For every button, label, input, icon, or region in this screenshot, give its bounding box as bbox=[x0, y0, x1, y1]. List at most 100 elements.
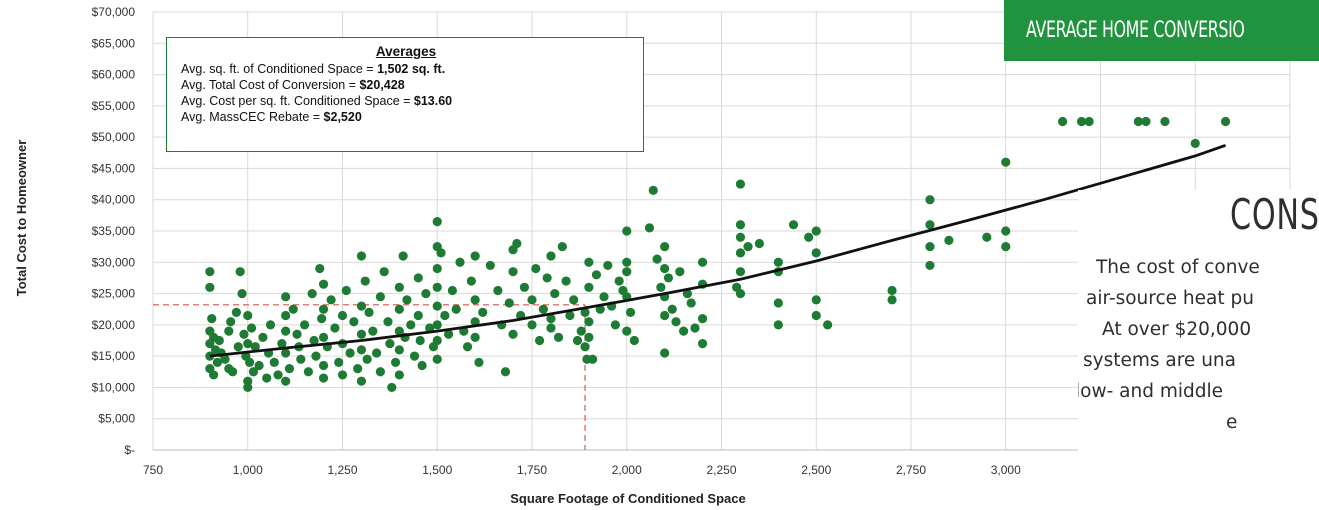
data-point bbox=[231, 307, 241, 317]
data-point bbox=[584, 282, 594, 292]
data-points bbox=[205, 116, 1231, 393]
x-tick-label: 2,000 bbox=[612, 463, 642, 477]
data-point bbox=[811, 295, 821, 305]
data-point bbox=[508, 267, 518, 277]
data-point bbox=[455, 257, 465, 267]
data-point bbox=[500, 367, 511, 377]
data-point bbox=[356, 376, 367, 386]
data-point bbox=[527, 320, 537, 330]
data-point bbox=[925, 260, 935, 271]
data-point bbox=[686, 298, 696, 308]
data-point bbox=[281, 310, 291, 321]
data-point bbox=[614, 276, 624, 286]
data-point bbox=[334, 357, 344, 367]
data-point bbox=[432, 335, 442, 346]
data-point bbox=[398, 251, 408, 261]
x-tick-label: 1,250 bbox=[327, 463, 357, 477]
data-point bbox=[569, 295, 579, 305]
data-point bbox=[360, 276, 370, 286]
data-point bbox=[697, 339, 708, 349]
side-text-line: systems are una bbox=[1083, 350, 1236, 371]
data-point bbox=[440, 310, 450, 321]
data-point bbox=[466, 276, 476, 286]
data-point bbox=[887, 285, 897, 296]
data-point bbox=[1058, 116, 1068, 127]
data-point bbox=[248, 367, 259, 377]
data-point bbox=[663, 273, 674, 283]
data-point bbox=[660, 242, 670, 252]
side-text-line: air-source heat pu bbox=[1086, 288, 1254, 309]
data-point bbox=[409, 351, 420, 361]
data-point bbox=[317, 314, 327, 324]
data-point bbox=[394, 345, 404, 355]
data-point bbox=[402, 295, 412, 305]
data-point bbox=[309, 335, 319, 346]
data-point bbox=[470, 317, 480, 327]
data-point bbox=[436, 248, 446, 258]
data-point bbox=[671, 317, 681, 327]
data-point bbox=[1001, 157, 1011, 167]
y-axis-title: Total Cost to Homeowner bbox=[14, 140, 29, 296]
data-point bbox=[652, 254, 662, 264]
data-point bbox=[660, 348, 670, 358]
x-tick-label: 1,500 bbox=[422, 463, 452, 477]
x-tick-label: 1,000 bbox=[233, 463, 263, 477]
data-point bbox=[205, 267, 215, 277]
data-point bbox=[735, 179, 746, 189]
data-point bbox=[1076, 116, 1087, 127]
average-label: Avg. Cost per sq. ft. Conditioned Space … bbox=[181, 94, 414, 108]
average-row-sqft: Avg. sq. ft. of Conditioned Space = 1,50… bbox=[181, 61, 631, 77]
average-label: Avg. Total Cost of Conversion = bbox=[181, 78, 360, 92]
data-point bbox=[292, 329, 302, 339]
data-point bbox=[538, 304, 548, 314]
data-point bbox=[311, 351, 321, 361]
data-point bbox=[557, 242, 567, 252]
data-point bbox=[576, 326, 586, 336]
data-point bbox=[383, 317, 393, 327]
data-point bbox=[385, 339, 395, 349]
data-point bbox=[531, 263, 541, 274]
data-point bbox=[735, 267, 746, 277]
data-point bbox=[679, 326, 689, 336]
average-label: Avg. MassCEC Rebate = bbox=[181, 110, 324, 124]
data-point bbox=[546, 323, 556, 333]
y-tick-label: $20,000 bbox=[92, 318, 136, 332]
data-point bbox=[356, 301, 367, 311]
y-tick-label: $50,000 bbox=[92, 130, 136, 144]
y-tick-label: $30,000 bbox=[92, 255, 136, 269]
data-point bbox=[470, 332, 480, 342]
data-point bbox=[353, 364, 363, 374]
data-point bbox=[254, 360, 264, 371]
trendline-layer bbox=[209, 143, 1227, 358]
data-point bbox=[743, 242, 753, 252]
data-point bbox=[660, 310, 670, 321]
data-point bbox=[1160, 116, 1170, 127]
data-point bbox=[432, 301, 442, 311]
x-tick-label: 3,000 bbox=[991, 463, 1021, 477]
data-point bbox=[394, 282, 404, 292]
data-point bbox=[697, 257, 708, 267]
data-point bbox=[390, 357, 401, 367]
x-tick-label: 750 bbox=[143, 463, 163, 477]
reference-lines bbox=[153, 304, 586, 450]
data-point bbox=[330, 323, 340, 333]
data-point bbox=[982, 232, 992, 242]
data-point bbox=[462, 342, 473, 352]
data-point bbox=[1141, 116, 1151, 127]
data-point bbox=[580, 342, 590, 352]
data-point bbox=[281, 348, 291, 358]
y-tick-label: $60,000 bbox=[92, 68, 136, 82]
data-point bbox=[534, 335, 545, 346]
data-point bbox=[625, 307, 636, 317]
y-tick-label: $10,000 bbox=[92, 380, 136, 394]
data-point bbox=[364, 307, 374, 317]
average-value: $13.60 bbox=[413, 94, 453, 108]
data-point bbox=[258, 332, 268, 342]
data-point bbox=[629, 335, 639, 346]
data-point bbox=[735, 220, 746, 230]
data-point bbox=[675, 267, 685, 277]
data-point bbox=[243, 382, 253, 393]
data-point bbox=[226, 317, 236, 327]
x-tick-label: 2,750 bbox=[896, 463, 926, 477]
data-point bbox=[451, 304, 461, 314]
